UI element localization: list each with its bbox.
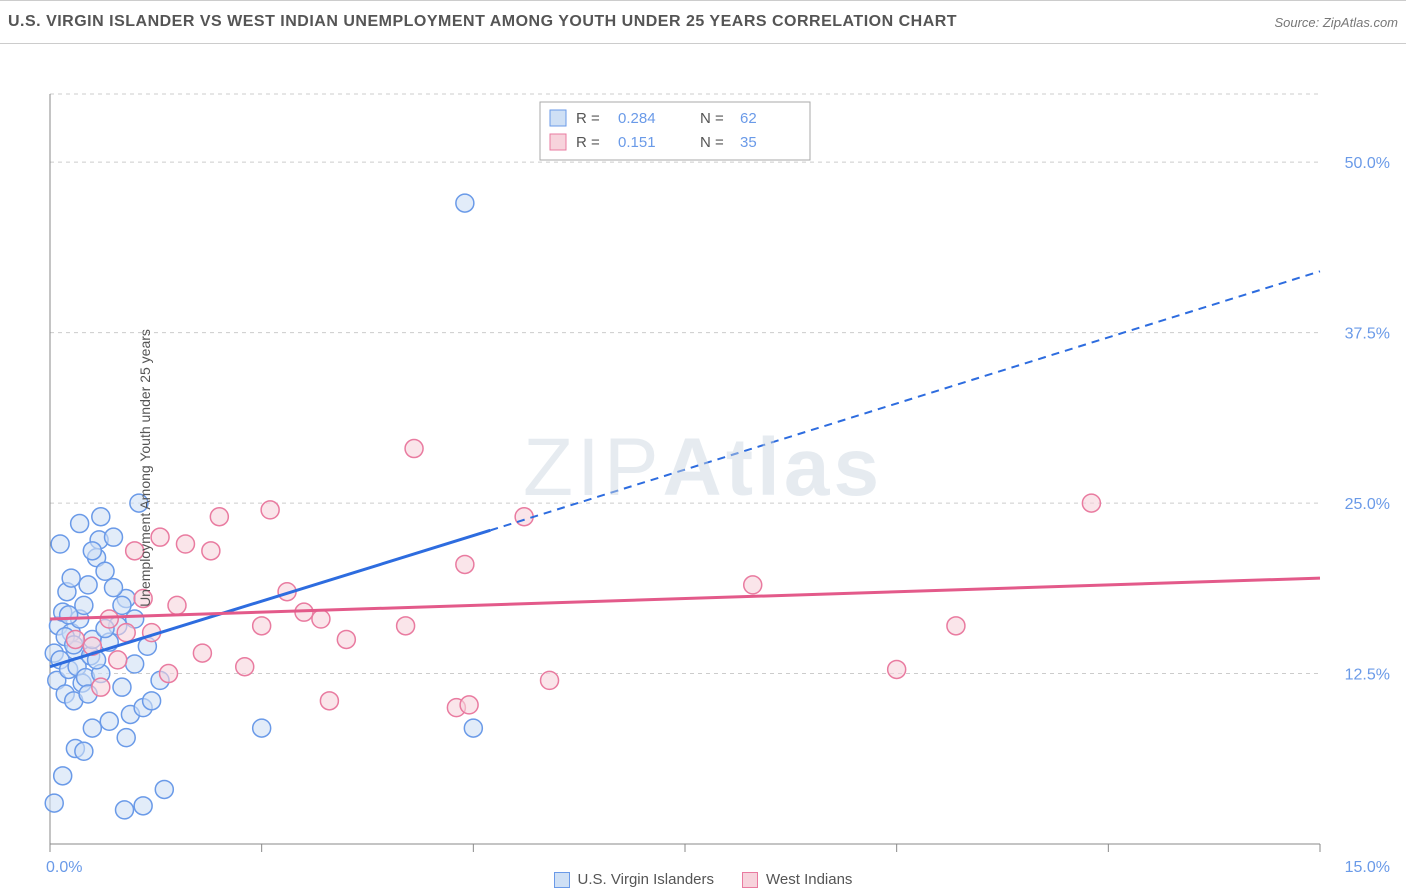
legend-item-wi: West Indians xyxy=(742,871,852,888)
svg-text:37.5%: 37.5% xyxy=(1345,326,1390,343)
scatter-chart: 12.5%25.0%37.5%50.0%0.0%15.0%R =0.284N =… xyxy=(0,44,1406,892)
legend-swatch-wi xyxy=(742,872,758,888)
svg-text:0.151: 0.151 xyxy=(618,134,656,151)
svg-text:25.0%: 25.0% xyxy=(1345,496,1390,513)
legend-label-wi: West Indians xyxy=(766,871,852,888)
chart-title: U.S. VIRGIN ISLANDER VS WEST INDIAN UNEM… xyxy=(8,13,957,31)
y-axis-label: Unemployment Among Youth under 25 years xyxy=(137,329,153,607)
svg-text:62: 62 xyxy=(740,110,757,127)
legend-label-usvi: U.S. Virgin Islanders xyxy=(578,871,714,888)
svg-text:12.5%: 12.5% xyxy=(1345,667,1390,684)
bottom-legend: U.S. Virgin Islanders West Indians xyxy=(0,871,1406,888)
svg-text:0.284: 0.284 xyxy=(618,110,656,127)
svg-text:R =: R = xyxy=(576,134,600,151)
chart-header: U.S. VIRGIN ISLANDER VS WEST INDIAN UNEM… xyxy=(0,0,1406,44)
svg-text:35: 35 xyxy=(740,134,757,151)
legend-item-usvi: U.S. Virgin Islanders xyxy=(554,871,714,888)
svg-text:N =: N = xyxy=(700,134,724,151)
svg-text:50.0%: 50.0% xyxy=(1345,155,1390,172)
legend-swatch-usvi xyxy=(554,872,570,888)
svg-text:N =: N = xyxy=(700,110,724,127)
svg-text:R =: R = xyxy=(576,110,600,127)
chart-source: Source: ZipAtlas.com xyxy=(1274,15,1398,30)
chart-area: Unemployment Among Youth under 25 years … xyxy=(0,44,1406,892)
